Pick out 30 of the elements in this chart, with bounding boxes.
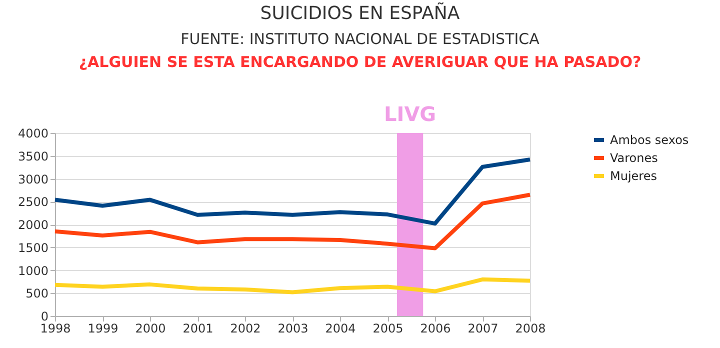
x-tick-label: 2007 xyxy=(468,322,498,336)
x-tick-label: 2008 xyxy=(515,322,546,336)
chart-title: SUICIDIOS EN ESPAÑA xyxy=(260,2,460,24)
chart-subtitle: FUENTE: INSTITUTO NACIONAL DE ESTADISTICA xyxy=(180,30,540,48)
line-series xyxy=(53,158,532,226)
x-tick-label: 2000 xyxy=(135,322,166,336)
y-tick-label: 1000 xyxy=(18,264,48,278)
x-tick-label: 2003 xyxy=(278,322,308,336)
x-tick-label: 2001 xyxy=(182,322,214,336)
x-tick-label: 2002 xyxy=(230,322,261,336)
line-series xyxy=(53,192,532,250)
y-tick-label: 2000 xyxy=(18,218,48,232)
y-tick-label: 3000 xyxy=(18,172,48,186)
y-tick-label: 3500 xyxy=(18,149,48,164)
x-tick-label: 2004 xyxy=(325,322,356,336)
x-tick-label: 2006 xyxy=(420,322,451,336)
text: ¿ALGUIEN SE ESTA ENCARGANDO DE AVERIGUAR QUE HA PASADO? xyxy=(78,53,642,71)
line-series xyxy=(53,277,532,294)
legend-label: Varones xyxy=(610,151,658,165)
legend-label: Mujeres xyxy=(610,169,657,183)
x-tick-label: 1998 xyxy=(40,322,71,336)
y-tick-label: 2500 xyxy=(18,195,48,210)
y-tick-label: 1500 xyxy=(18,240,48,255)
x-tick-label: 2005 xyxy=(372,322,404,336)
y-tick-label: 4000 xyxy=(18,126,48,140)
y-tick-label: 0 xyxy=(40,310,48,324)
y-tick-label: 500 xyxy=(26,286,48,301)
x-tick-label: 1999 xyxy=(88,322,118,336)
band-label: LIVG xyxy=(384,102,436,126)
legend-label: Ambos sexos xyxy=(610,133,689,147)
